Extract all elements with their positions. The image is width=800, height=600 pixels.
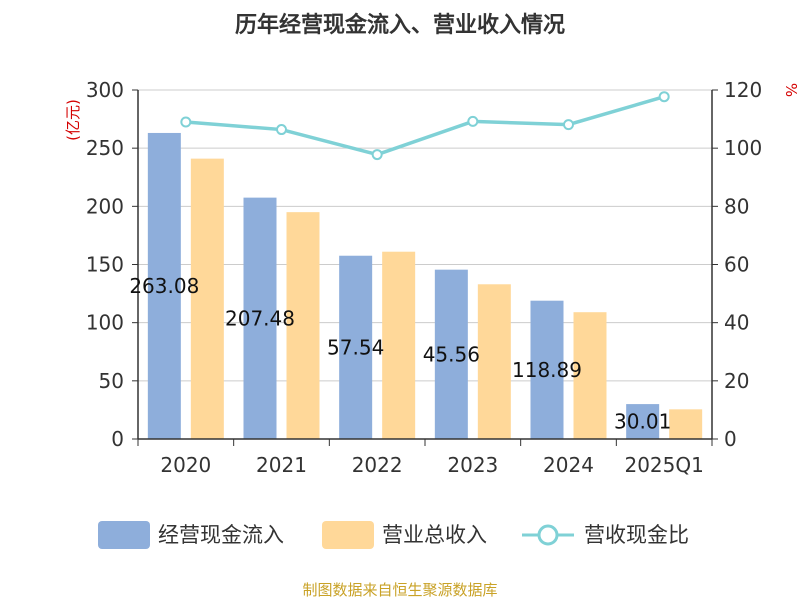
legend-marker-ratio <box>537 524 559 546</box>
x-tick-label: 2021 <box>256 453 307 477</box>
right-tick-label: 80 <box>724 194 749 218</box>
bar-revenue <box>573 312 607 439</box>
right-tick-label: 120 <box>724 78 762 102</box>
bar-cash-inflow <box>434 269 468 439</box>
ratio-line <box>180 91 670 161</box>
right-tick-label: 60 <box>724 253 749 277</box>
bar-revenue <box>382 251 416 439</box>
left-tick-label: 300 <box>86 78 124 102</box>
x-tick-label: 2025Q1 <box>624 453 703 477</box>
bar-revenue <box>286 212 320 439</box>
left-tick-label: 150 <box>86 253 124 277</box>
right-axis-unit: % <box>782 83 800 97</box>
bar-revenue <box>190 158 224 440</box>
x-tick-label: 2020 <box>160 453 211 477</box>
ratio-point <box>658 91 670 103</box>
bar-label-cash-inflow: 57.54 <box>327 335 384 359</box>
bar-cash-inflow <box>339 255 373 439</box>
right-tick-label: 20 <box>724 369 749 393</box>
left-tick-label: 250 <box>86 136 124 160</box>
bar-cash-inflow <box>147 132 181 440</box>
legend-item-ratio: 营收现金比 <box>522 523 689 547</box>
bar-label-cash-inflow: 118.89 <box>512 358 582 382</box>
legend-swatch-cash-inflow <box>98 521 150 549</box>
legend-label-revenue: 营业总收入 <box>382 523 487 547</box>
bar-label-cash-inflow: 45.56 <box>423 342 480 366</box>
right-tick-label: 100 <box>724 136 762 160</box>
left-tick-label: 0 <box>111 427 124 451</box>
left-axis-unit: (亿元) <box>64 99 82 141</box>
ratio-point <box>467 115 479 127</box>
bars <box>147 132 703 440</box>
bar-revenue <box>669 409 703 439</box>
legend: 经营现金流入 营业总收入 营收现金比 <box>98 521 689 549</box>
bar-revenue <box>477 284 511 439</box>
bar-labels: 263.08 207.48 57.54 45.56 118.89 30.01 <box>129 274 671 434</box>
source-note: 制图数据来自恒生聚源数据库 <box>302 581 497 599</box>
left-tick-label: 100 <box>86 311 124 335</box>
legend-swatch-revenue <box>322 521 374 549</box>
legend-item-revenue: 营业总收入 <box>322 521 487 549</box>
ratio-point <box>371 149 383 161</box>
legend-item-cash-inflow: 经营现金流入 <box>98 521 284 549</box>
right-tick-label: 0 <box>724 427 737 451</box>
x-tick-label: 2024 <box>543 453 594 477</box>
ratio-point <box>563 119 574 131</box>
ratio-point <box>276 124 287 136</box>
bar-cash-inflow <box>530 300 564 439</box>
left-tick-label: 200 <box>86 194 124 218</box>
ratio-line-path <box>185 95 665 157</box>
x-tick-label: 2022 <box>352 453 403 477</box>
axes: 0 50 100 150 200 250 300 0 20 40 60 80 100 120 2020 202… <box>86 78 762 477</box>
bar-label-cash-inflow: 30.01 <box>614 410 671 434</box>
left-tick-label: 50 <box>99 369 124 393</box>
right-tick-label: 40 <box>724 311 749 335</box>
ratio-point <box>180 116 192 128</box>
x-tick-label: 2023 <box>447 453 498 477</box>
bar-label-cash-inflow: 263.08 <box>129 274 199 298</box>
legend-label-ratio: 营收现金比 <box>584 523 689 547</box>
chart-title: 历年经营现金流入、营业收入情况 <box>235 12 565 38</box>
legend-label-cash-inflow: 经营现金流入 <box>158 523 284 547</box>
bar-cash-inflow <box>243 197 277 439</box>
grid <box>138 89 712 382</box>
bar-label-cash-inflow: 207.48 <box>225 306 295 330</box>
bar-cash-inflow <box>626 404 660 439</box>
